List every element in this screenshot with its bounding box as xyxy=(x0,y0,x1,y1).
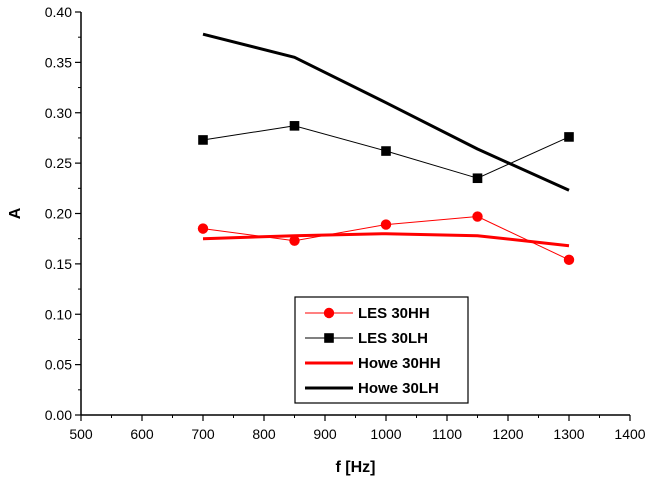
y-tick-label: 0.15 xyxy=(45,256,72,272)
legend-box xyxy=(294,296,469,404)
x-tick-label: 500 xyxy=(69,426,93,442)
y-axis-title: A xyxy=(7,207,24,219)
legend-entry: Howe 30LH xyxy=(305,380,439,397)
legend-label: Howe 30HH xyxy=(358,355,441,372)
y-tick-label: 0.05 xyxy=(45,357,72,373)
data-point xyxy=(563,254,575,266)
x-tick-label: 1300 xyxy=(553,426,584,442)
x-tick-label: 1200 xyxy=(492,426,523,442)
data-point xyxy=(381,146,391,156)
data-point xyxy=(472,173,483,184)
y-tick-label: 0.25 xyxy=(45,155,72,171)
data-point xyxy=(380,219,392,230)
legend-label: LES 30LH xyxy=(358,330,428,347)
legend-label: Howe 30LH xyxy=(358,380,439,397)
legend: LES 30HH LES 30LH Howe 30HH Howe 30LH xyxy=(294,296,469,404)
x-tick-label: 1100 xyxy=(432,426,462,442)
data-point xyxy=(472,211,483,222)
legend-entry: LES 30LH xyxy=(305,330,428,347)
series-line xyxy=(202,32,570,192)
y-tick-label: 0.20 xyxy=(45,206,72,222)
series-layer xyxy=(197,32,575,266)
x-tick-label: 900 xyxy=(313,426,337,442)
legend-entry: LES 30HH xyxy=(305,305,430,322)
legend-label: LES 30HH xyxy=(358,305,430,322)
data-point xyxy=(564,132,574,142)
x-tick-label: 600 xyxy=(130,426,154,442)
y-tick-label: 0.35 xyxy=(45,54,72,70)
series-les-30lh xyxy=(198,121,574,184)
x-tick-label: 800 xyxy=(252,426,276,442)
axes: 500 600 700 800 900 1000 1100 1200 1300 1400 0.00 0… xyxy=(45,4,646,442)
series-howe-30hh xyxy=(202,232,570,248)
x-tick-label: 1400 xyxy=(614,426,645,442)
x-tick-label: 1000 xyxy=(370,426,401,442)
series-howe-30lh xyxy=(202,32,570,192)
data-point xyxy=(197,223,209,234)
x-tick-label: 700 xyxy=(191,426,215,442)
data-point xyxy=(289,121,300,131)
y-tick-label: 0.00 xyxy=(45,407,72,423)
legend-marker xyxy=(323,307,335,319)
legend-entry: Howe 30HH xyxy=(305,355,441,372)
data-point xyxy=(198,135,208,145)
y-tick-label: 0.40 xyxy=(45,4,72,20)
y-tick-label: 0.10 xyxy=(45,306,72,322)
x-axis-title: f [Hz] xyxy=(336,459,376,476)
y-tick-label: 0.30 xyxy=(45,105,72,121)
legend-marker xyxy=(324,333,334,343)
data-point xyxy=(289,235,300,246)
series-line xyxy=(202,232,570,248)
